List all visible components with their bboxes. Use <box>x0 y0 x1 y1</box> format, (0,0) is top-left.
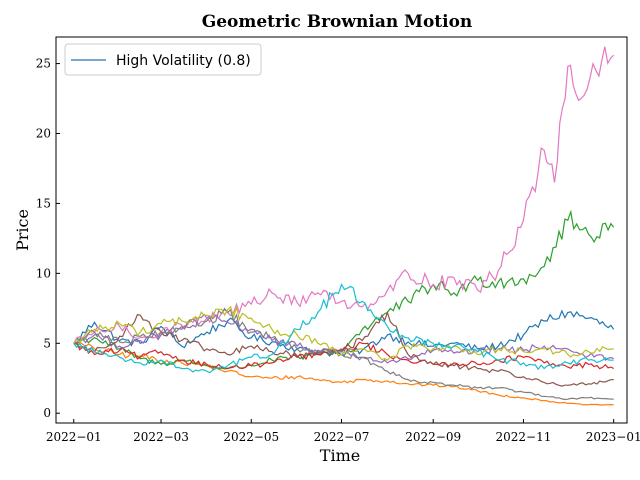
series-line-9 <box>73 305 614 361</box>
x-tick-label: 2022−11 <box>496 430 552 444</box>
y-axis: 0 5 10 15 20 25 <box>36 57 60 420</box>
y-tick-label: 20 <box>36 127 51 141</box>
chart-title: Geometric Brownian Motion <box>202 12 473 32</box>
x-tick-label: 2023−01 <box>586 430 640 444</box>
y-tick-label: 15 <box>36 196 51 210</box>
x-tick-label: 2022−01 <box>46 430 102 444</box>
legend-box <box>64 43 262 76</box>
x-axis-label: Time <box>320 446 360 465</box>
x-tick-label: 2022−09 <box>405 430 461 444</box>
series-line-4 <box>73 341 614 370</box>
y-tick-label: 10 <box>36 266 51 280</box>
x-tick-label: 2022−05 <box>223 430 279 444</box>
series-line-7 <box>73 46 615 344</box>
series-line-10 <box>73 283 614 374</box>
series-line-8 <box>73 307 614 401</box>
y-tick-label: 0 <box>43 406 51 420</box>
legend-label: High Volatility (0.8) <box>116 53 251 69</box>
x-tick-label: 2022−07 <box>314 430 370 444</box>
y-tick-label: 25 <box>36 57 51 71</box>
series-layer <box>73 46 615 406</box>
y-tick-label: 5 <box>43 336 51 350</box>
legend: High Volatility (0.8) <box>64 43 262 76</box>
series-line-6 <box>73 310 614 387</box>
y-axis-label: Price <box>13 209 32 251</box>
x-axis: 2022−01 2022−03 2022−05 2022−07 2022−09 2022−… <box>46 419 640 444</box>
x-tick-label: 2022−03 <box>133 430 189 444</box>
